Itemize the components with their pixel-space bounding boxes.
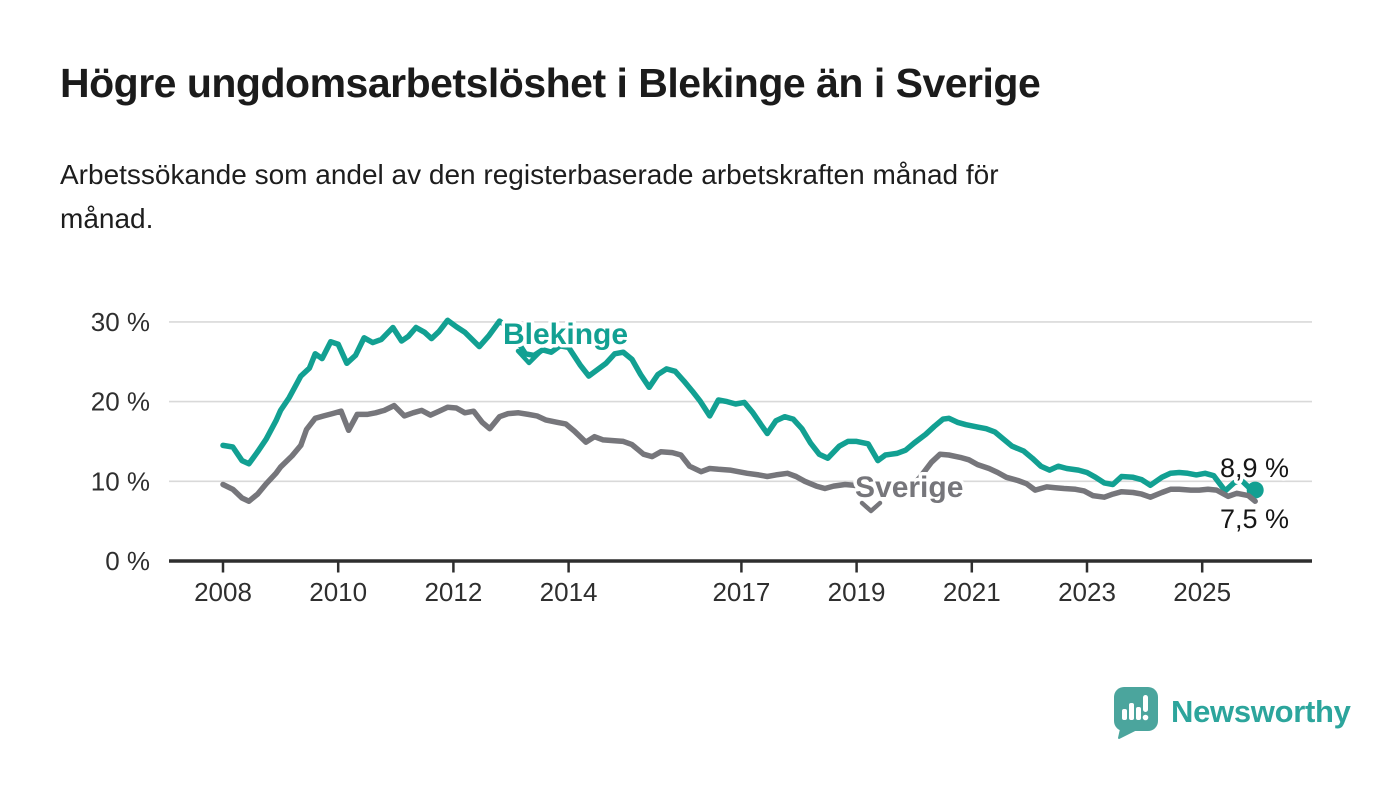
logo-bar-2: [1129, 702, 1134, 720]
series-label-sverige: Sverige: [855, 471, 963, 504]
x-tick-label: 2023: [1058, 577, 1116, 607]
logo-bar-3: [1136, 706, 1141, 720]
series-line-sverige: [220, 402, 1258, 504]
newsworthy-wordmark: Newsworthy: [1171, 694, 1351, 729]
logo-bar-1: [1122, 708, 1127, 720]
y-tick-label: 20 %: [91, 387, 150, 417]
logo-exclamation-bar: [1143, 694, 1148, 712]
y-tick-label: 10 %: [91, 466, 150, 496]
end-value-label-sverige: 7,5 %: [1220, 504, 1289, 534]
y-tick-label: 30 %: [91, 307, 150, 337]
series-label-blekinge: Blekinge: [503, 318, 628, 351]
y-tick-label: 0 %: [105, 546, 150, 576]
x-tick-label: 2012: [424, 577, 482, 607]
end-value-label-blekinge: 8,9 %: [1220, 453, 1289, 483]
sverige-arrow-icon: [859, 500, 883, 514]
logo-exclamation-dot: [1142, 714, 1149, 720]
blekinge-arrow-icon: [515, 348, 543, 366]
chart-subtitle: Arbetssökande som andel av den registerb…: [60, 153, 1310, 241]
x-tick-label: 2014: [540, 577, 598, 607]
x-tick-label: 2008: [194, 577, 252, 607]
newsworthy-logo-icon: [1114, 686, 1158, 739]
x-tick-label: 2019: [828, 577, 886, 607]
newsworthy-logo: Newsworthy: [1112, 684, 1351, 740]
page-title: Högre ungdomsarbetslöshet i Blekinge än …: [60, 60, 1041, 106]
x-tick-label: 2010: [309, 577, 367, 607]
subtitle-line-1: Arbetssökande som andel av den registerb…: [60, 159, 999, 190]
x-tick-label: 2021: [943, 577, 1001, 607]
x-tick-label: 2017: [712, 577, 770, 607]
x-tick-label: 2025: [1173, 577, 1231, 607]
subtitle-line-2: månad.: [60, 203, 154, 234]
series-line-blekinge: [220, 317, 1258, 494]
